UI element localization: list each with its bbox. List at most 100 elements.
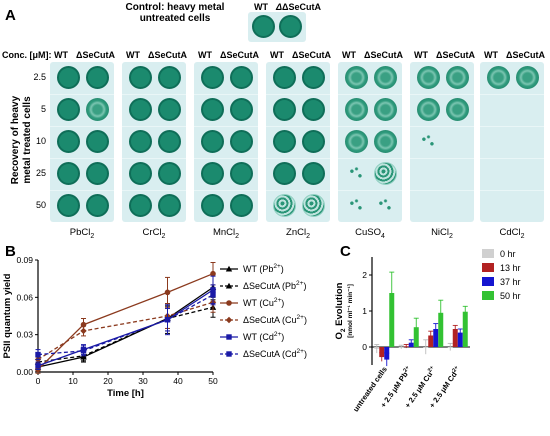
- plate-row-divider: [480, 126, 544, 127]
- spot-wt: [345, 194, 368, 217]
- spot-wt: [417, 162, 440, 185]
- col-header-wt: WT: [414, 50, 428, 60]
- plate-row-divider: [194, 158, 258, 159]
- legend-marker: [226, 334, 232, 340]
- bar: [379, 347, 385, 358]
- spot-wt: [273, 130, 296, 153]
- y-axis-unit: [nmol ml⁻¹ min⁻¹]: [347, 284, 354, 338]
- plate-row-divider: [410, 126, 474, 127]
- control-title-line2: untreated cells: [139, 13, 211, 24]
- salt-label-subscript: 2: [449, 232, 453, 240]
- spot-wt: [201, 162, 224, 185]
- spot-wt: [417, 66, 440, 89]
- legend-label: 0 hr: [500, 249, 516, 259]
- x-tick-label: 30: [138, 376, 148, 386]
- salt-label-subscript: 2: [520, 232, 525, 240]
- spot-mutant: [446, 98, 469, 121]
- col-header-wt: WT: [126, 50, 140, 60]
- spot-wt: [129, 66, 152, 89]
- control-mut-text: ΔSeCutA: [282, 2, 322, 12]
- salt-label-base: CuSO: [355, 227, 381, 238]
- bar: [462, 311, 468, 347]
- plate-nicl2: [410, 62, 474, 222]
- salt-label: MnCl2: [194, 227, 258, 240]
- salt-label-subscript: 4: [380, 232, 385, 240]
- spot-mutant: [86, 66, 109, 89]
- salt-label: NiCl2: [410, 227, 474, 240]
- control-mut-label: ΔΔSeCutA: [276, 2, 322, 12]
- panel-b-letter: B: [5, 243, 16, 260]
- data-point: [80, 348, 87, 354]
- conc-label: Conc. [μM]:: [2, 50, 52, 60]
- plate-row-divider: [410, 94, 474, 95]
- spot-wt: [487, 66, 510, 89]
- spot-wt: [129, 194, 152, 217]
- x-tick-label: 40: [173, 376, 183, 386]
- series-3: [34, 291, 217, 364]
- legend-label-base: ΔSeCutA (Cd: [243, 349, 297, 359]
- spot-mutant: [302, 162, 325, 185]
- y-axis-label: PSII quantum yield: [2, 273, 13, 358]
- spot-mutant: [158, 66, 181, 89]
- legend-swatch: [482, 277, 494, 286]
- control-wt-label: WT: [254, 2, 268, 12]
- x-tick-label: 50: [208, 376, 218, 386]
- legend-label: ΔSeCutA (Cd2+): [243, 348, 307, 359]
- concentration-label: 10: [35, 136, 46, 146]
- legend-label-superscript: 2+: [273, 263, 281, 270]
- series-5: [35, 284, 216, 361]
- plate-row-divider: [266, 158, 330, 159]
- plate-row-divider: [50, 126, 114, 127]
- y-tick-label: 2: [362, 270, 367, 280]
- spot-wt: [417, 98, 440, 121]
- legend-swatch: [482, 291, 494, 300]
- control-spot-mut: [279, 15, 302, 38]
- spot-mutant: [158, 194, 181, 217]
- plate-row-divider: [122, 190, 186, 191]
- spot-mutant: [374, 98, 397, 121]
- spot-wt: [201, 194, 224, 217]
- legend-label-tail: ): [281, 298, 284, 308]
- y-label-tail: Evolution: [334, 282, 345, 328]
- salt-label-base: NiCl: [431, 227, 450, 238]
- legend-label-base: ΔSeCutA (Pb: [243, 281, 296, 291]
- data-point: [164, 317, 171, 323]
- salt-label-subscript: 2: [161, 232, 166, 240]
- spot-mutant: [230, 162, 253, 185]
- plate-row-divider: [194, 94, 258, 95]
- col-header-mut: ΔSeCutA: [364, 50, 403, 60]
- legend-label: ΔSeCutA (Pb2+): [243, 280, 306, 291]
- legend-label-superscript: 2+: [296, 280, 304, 287]
- spot-wt: [273, 66, 296, 89]
- salt-label-base: CdCl: [499, 227, 521, 238]
- panel-c-letter: C: [340, 243, 351, 260]
- y-tick-label: 0.09: [16, 255, 33, 265]
- plate-row-divider: [266, 190, 330, 191]
- legend-label-tail: ): [304, 315, 307, 325]
- spot-mutant: [158, 130, 181, 153]
- spot-wt: [273, 98, 296, 121]
- salt-label: PbCl2: [50, 227, 114, 240]
- col-header-wt: WT: [54, 50, 68, 60]
- spot-mutant: [230, 98, 253, 121]
- legend-label-tail: ): [281, 264, 284, 274]
- legend-label-base: WT (Pb: [243, 264, 273, 274]
- plate-row-divider: [480, 94, 544, 95]
- col-header-mut: ΔSeCutA: [506, 50, 545, 60]
- legend-b: WT (Pb2+)ΔSeCutA (Pb2+)WT (Cu2+)ΔSeCutA …: [220, 263, 307, 359]
- plate-row-divider: [480, 190, 544, 191]
- chart-b: 0.00 0.03 0.06 0.09 0 10 20 30 40 50 Time [h] PSII …: [2, 255, 307, 399]
- spot-wt: [487, 130, 510, 153]
- bar: [389, 293, 395, 347]
- legend-marker: [225, 316, 233, 324]
- series-line: [37, 306, 214, 363]
- plate-row-divider: [338, 158, 402, 159]
- spot-wt: [57, 162, 80, 185]
- legend-label-base: WT (Cu: [243, 298, 274, 308]
- spot-wt: [57, 98, 80, 121]
- spot-mutant: [302, 98, 325, 121]
- plate-row-divider: [50, 190, 114, 191]
- series-line: [37, 301, 214, 361]
- col-header-wt: WT: [342, 50, 356, 60]
- x-tick-label: 10: [68, 376, 78, 386]
